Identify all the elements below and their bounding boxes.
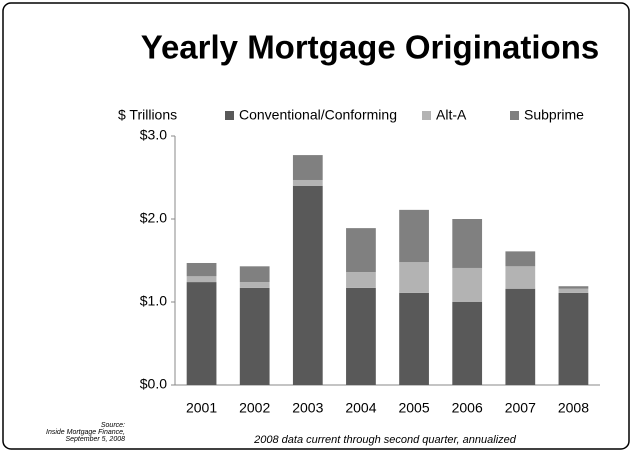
x-tick-label: 2007 xyxy=(505,400,536,416)
bar-segment xyxy=(186,282,217,385)
bar-segment xyxy=(505,288,536,385)
bar-segment xyxy=(558,286,589,289)
bar-segment xyxy=(292,155,323,180)
source-note: September 5, 2008 xyxy=(65,436,125,443)
x-tick-label: 2001 xyxy=(186,400,217,416)
bar-segment xyxy=(505,251,536,267)
x-tick-label: 2006 xyxy=(452,400,483,416)
source-note: Inside Mortgage Finance, xyxy=(46,429,125,436)
legend-label: Subprime xyxy=(524,107,584,123)
bar-segment xyxy=(399,292,429,385)
legend-swatch xyxy=(422,111,431,120)
bar-segment xyxy=(452,219,483,268)
bar-segment xyxy=(346,287,376,385)
bar-segment xyxy=(239,282,270,288)
x-tick-label: 2008 xyxy=(558,400,589,416)
bar-segment xyxy=(346,228,376,273)
y-axis-label: $ Trillions xyxy=(118,107,177,123)
bar-segment xyxy=(399,262,429,293)
bar-segment xyxy=(452,267,483,302)
y-tick-label: $2.0 xyxy=(140,210,167,226)
legend-label: Alt-A xyxy=(436,107,467,123)
chart-title: Yearly Mortgage Originations xyxy=(141,29,599,66)
bar-segment xyxy=(292,185,323,385)
y-tick-label: $0.0 xyxy=(140,376,167,392)
legend-swatch xyxy=(225,111,234,120)
bar-segment xyxy=(346,272,376,288)
x-tick-label: 2003 xyxy=(292,400,323,416)
bar-segment xyxy=(399,209,429,263)
x-tick-label: 2002 xyxy=(239,400,270,416)
bar-segment xyxy=(186,262,217,277)
bar-segment xyxy=(558,292,589,385)
bar-segment xyxy=(186,276,217,283)
bar-segment xyxy=(239,287,270,385)
legend-swatch xyxy=(510,111,519,120)
bar-segment xyxy=(558,288,589,293)
bar-segment xyxy=(239,266,270,283)
x-tick-label: 2004 xyxy=(345,400,376,416)
y-tick-label: $3.0 xyxy=(140,127,167,143)
x-tick-label: 2005 xyxy=(398,400,429,416)
bar-segment xyxy=(505,266,536,289)
bar-segment xyxy=(452,302,483,385)
footnote: 2008 data current through second quarter… xyxy=(253,434,517,446)
legend-label: Conventional/Conforming xyxy=(239,107,397,123)
y-tick-label: $1.0 xyxy=(140,293,167,309)
bar-segment xyxy=(292,179,323,186)
source-note: Source: xyxy=(101,422,125,429)
